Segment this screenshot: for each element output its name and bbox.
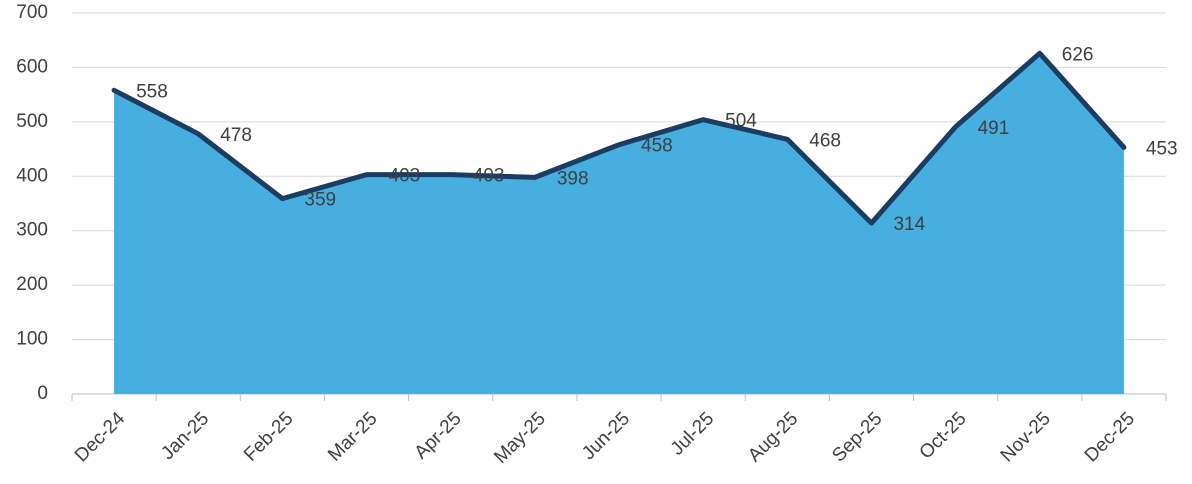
data-label: 403 — [473, 166, 505, 187]
x-tick-label: Jan-25 — [157, 408, 213, 464]
data-label: 478 — [220, 125, 252, 146]
data-label: 558 — [136, 81, 168, 102]
x-tick-label: Apr-25 — [411, 408, 466, 463]
data-label: 403 — [389, 166, 421, 187]
y-tick-label: 0 — [37, 383, 48, 404]
y-tick-label: 300 — [16, 220, 48, 241]
y-tick-label: 600 — [16, 56, 48, 77]
data-label: 453 — [1146, 138, 1178, 159]
x-tick-label: Sep-25 — [828, 408, 886, 466]
area — [114, 53, 1124, 395]
x-tick-label: May-25 — [490, 408, 550, 468]
x-tick-label: Jul-25 — [667, 408, 718, 459]
data-label: 491 — [978, 118, 1010, 139]
data-label: 504 — [725, 111, 757, 132]
data-label: 626 — [1062, 44, 1094, 65]
y-tick-label: 400 — [16, 165, 48, 186]
x-tick-label: Aug-25 — [744, 408, 802, 466]
x-tick-label: Mar-25 — [324, 408, 381, 465]
x-tick-label: Oct-25 — [916, 408, 971, 463]
x-tick-label: Feb-25 — [240, 408, 297, 465]
data-label: 458 — [641, 136, 673, 157]
y-tick-label: 100 — [16, 329, 48, 350]
x-tick-label: Dec-24 — [71, 408, 129, 466]
y-tick-label: 200 — [16, 274, 48, 295]
x-tick-label: Dec-25 — [1081, 408, 1139, 466]
data-label: 468 — [809, 130, 841, 151]
y-tick-label: 700 — [16, 2, 48, 23]
y-tick-label: 500 — [16, 111, 48, 132]
data-label: 359 — [304, 190, 336, 211]
x-tick-label: Jun-25 — [578, 408, 634, 464]
x-tick-label: Nov-25 — [997, 408, 1055, 466]
data-label: 398 — [557, 168, 589, 189]
line — [111, 50, 1127, 226]
data-label: 314 — [893, 214, 925, 235]
